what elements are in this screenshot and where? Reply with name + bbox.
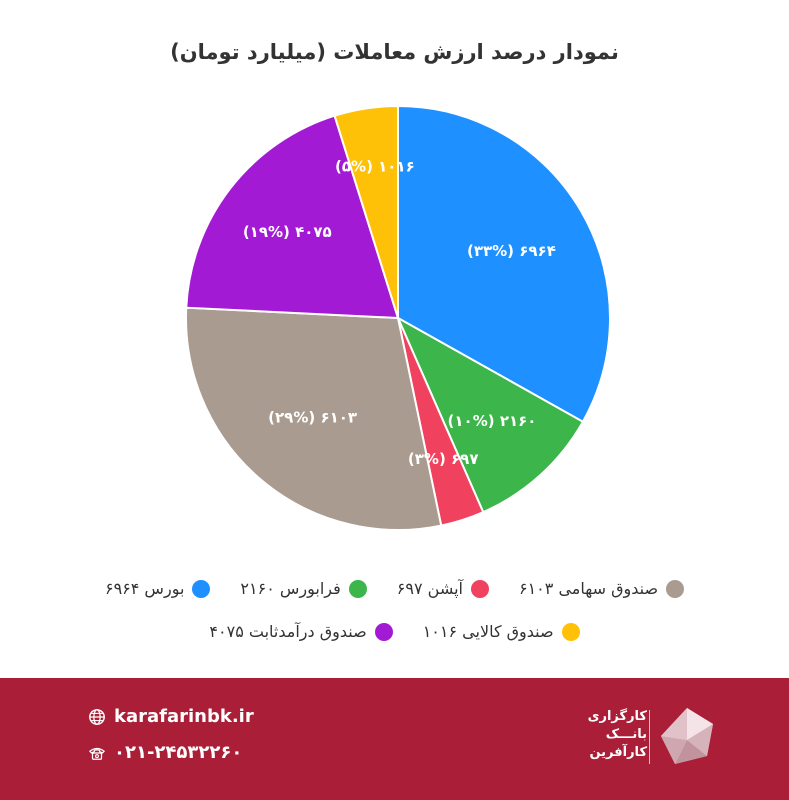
- footer-banner: karafarinbk.ir ۰۲۱-۲۴۵۳۲۲۶۰ کارگزاری بان…: [0, 678, 789, 800]
- legend-row-2: صندوق کالایی ۱۰۱۶ صندوق درآمدثابت ۴۰۷۵: [40, 622, 749, 641]
- website-link[interactable]: karafarinbk.ir: [88, 706, 254, 727]
- pie-slice-bourse[interactable]: [397, 104, 611, 424]
- brand-line-1: کارگزاری: [587, 709, 647, 724]
- legend-swatch-option: [470, 579, 489, 598]
- legend-label-sahami-fund: صندوق سهامی ۶۱۰۳: [518, 579, 659, 598]
- chart-title: نمودار درصد ارزش معاملات (میلیارد تومان): [170, 40, 619, 64]
- brand-divider: [649, 710, 650, 764]
- legend-row-1: صندوق سهامی ۶۱۰۳ آپشن ۶۹۷ فرابورس ۲۱۶۰ ب…: [40, 579, 749, 598]
- slice-label-fixed-income-fund: ۴۰۷۵ (۱۹%): [243, 223, 332, 241]
- pie-slice-fixed-income-fund[interactable]: [185, 114, 400, 320]
- pie-chart: ۶۹۶۴ (۳۳%) ۲۱۶۰ (۱۰%) ۶۹۷ (۳%) ۶۱۰۳ (۲۹%) ۴۰…: [185, 104, 611, 531]
- legend-swatch-sahami-fund: [666, 579, 685, 598]
- legend-label-commodity-fund: صندوق کالایی ۱۰۱۶: [422, 622, 554, 641]
- legend-label-option: آپشن ۶۹۷: [396, 579, 463, 598]
- legend-label-bourse: بورس ۶۹۶۴: [104, 579, 185, 598]
- legend-item-farabourse[interactable]: فرابورس ۲۱۶۰: [240, 579, 367, 598]
- brand-line-3: کارآفرین: [589, 745, 647, 760]
- legend-swatch-bourse: [192, 579, 211, 598]
- slice-label-bourse: ۶۹۶۴ (۳۳%): [467, 242, 556, 260]
- website-text: karafarinbk.ir: [114, 706, 254, 727]
- slice-label-farabourse: ۲۱۶۰ (۱۰%): [448, 412, 537, 430]
- slice-label-option: ۶۹۷ (۳%): [408, 450, 479, 468]
- brand-logo-block: کارگزاری بانـــک کارآفرین: [565, 702, 725, 772]
- slice-label-commodity-fund: ۱۰۱۶ (۵%): [335, 158, 415, 176]
- legend-swatch-commodity-fund: [561, 622, 580, 641]
- brand-line-2: بانـــک: [605, 727, 647, 742]
- legend-swatch-fixed-income-fund: [374, 622, 393, 641]
- legend-item-option[interactable]: آپشن ۶۹۷: [397, 579, 489, 598]
- legend-label-fixed-income-fund: صندوق درآمدثابت ۴۰۷۵: [209, 622, 367, 641]
- pie-slice-commodity-fund[interactable]: [333, 104, 399, 319]
- brand-name: کارگزاری بانـــک کارآفرین: [588, 708, 647, 762]
- globe-icon: [89, 708, 105, 725]
- legend-item-fixed-income-fund[interactable]: صندوق درآمدثابت ۴۰۷۵: [209, 622, 393, 641]
- legend-swatch-farabourse: [348, 579, 367, 598]
- legend-item-bourse[interactable]: بورس ۶۹۶۴: [104, 579, 211, 598]
- phone-text: ۰۲۱-۲۴۵۳۲۲۶۰: [114, 742, 243, 763]
- diamond-logo-icon: [661, 708, 713, 764]
- legend-item-sahami-fund[interactable]: صندوق سهامی ۶۱۰۳: [518, 579, 685, 598]
- legend-label-farabourse: فرابورس ۲۱۶۰: [240, 579, 341, 598]
- slice-label-sahami-fund: ۶۱۰۳ (۲۹%): [268, 408, 357, 426]
- pie-slice-farabourse[interactable]: [395, 315, 585, 514]
- phone-icon: [89, 747, 105, 760]
- pie-slice-sahami-fund[interactable]: [185, 306, 443, 531]
- legend-item-commodity-fund[interactable]: صندوق کالایی ۱۰۱۶: [423, 622, 580, 641]
- phone-link[interactable]: ۰۲۱-۲۴۵۳۲۲۶۰: [88, 742, 242, 763]
